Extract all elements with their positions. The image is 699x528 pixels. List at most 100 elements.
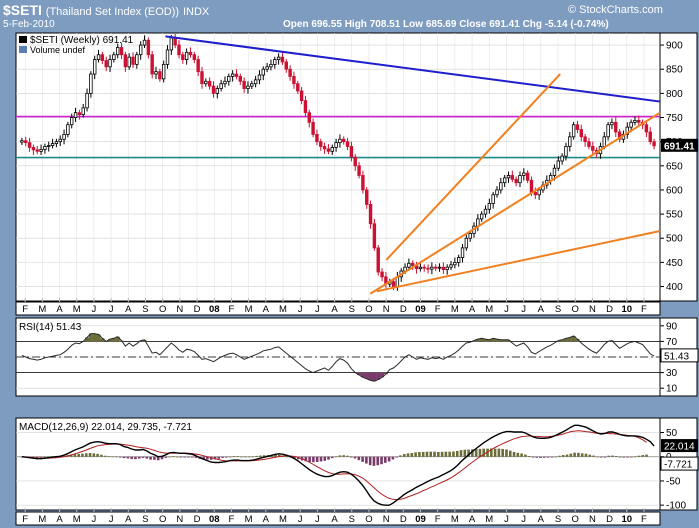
price-tick-label: 400 [666,282,683,293]
rsi-overbought-fill [575,339,580,342]
volume-legend-text: Volume undef [30,45,86,55]
price-candle-body [637,120,641,123]
macd-histogram-bar [376,456,380,466]
macd-histogram-bar [618,456,622,458]
price-candle-body [296,83,300,92]
macd-histogram-bar [92,453,96,457]
macd-histogram-bar [463,449,467,457]
rsi-tick-label: 70 [666,337,678,348]
macd-month-label: A [56,514,63,525]
price-candle-body [27,142,32,148]
macd-histogram-bar [225,456,228,458]
macd-histogram-bar [145,456,149,459]
macd-histogram-bar [156,456,160,461]
price-tick-label: 800 [666,89,683,100]
macd-histogram-bar [543,456,546,458]
macd-histogram-bar [141,456,145,458]
price-candle-body [35,149,39,152]
price-tick-label: 850 [666,65,683,76]
macd-histogram-bar [384,456,387,463]
price-month-label: J [504,304,509,315]
rsi-overbought-fill [88,333,93,342]
macd-histogram-bar [357,456,361,461]
price-candle-body [391,281,396,287]
price-candle-body [342,138,346,143]
price-candle-body [299,90,304,102]
rsi-overbought-fill [96,334,101,342]
price-candle-body [491,194,495,204]
macd-histogram-bar [202,456,205,460]
price-month-label: D [194,304,201,315]
macd-histogram-bar [137,456,141,459]
price-candle-body [334,142,338,148]
rsi-overbought-fill [563,338,568,342]
price-badge-bg [661,138,698,152]
price-candle-body [135,54,139,65]
macd-histogram-bar [213,456,217,460]
price-candle-body [319,141,323,147]
rsi-oversold-fill [376,372,381,380]
macd-month-label: D [194,514,201,525]
price-candle-body [261,68,265,76]
macd-histogram-bar [134,456,137,460]
macd-histogram-bar [338,455,342,457]
rsi-oversold-fill [360,372,365,378]
price-candle-body [43,146,47,150]
price-tick-label: 750 [666,113,683,124]
price-candle-body [169,37,174,51]
macd-histogram-bar [645,454,648,457]
rsi-overbought-fill [560,339,565,342]
macd-histogram-bar [554,456,557,458]
price-month-label: M [451,304,459,315]
price-candle-body [456,257,461,263]
price-candle-body [376,247,380,273]
rsi-tick-label: 90 [666,321,678,332]
price-candle-body [330,147,334,152]
price-candle-body [89,73,93,94]
macd-histogram-bar [262,455,266,457]
macd-histogram-bar [232,456,236,458]
price-candle-body [411,262,415,267]
macd-histogram-bar [448,451,451,457]
price-candle-body [161,63,166,80]
rsi-overbought-fill [498,339,503,342]
rsi-line [21,333,655,382]
price-candle-body [215,88,220,94]
macd-month-label: J [92,514,97,525]
macd-histogram-bar [440,451,444,457]
price-month-label: D [606,304,613,315]
macd-histogram-bar [304,456,308,462]
price-candle-body [564,146,568,157]
price-candle-body [131,56,135,65]
rsi-overbought-fill [100,338,105,342]
macd-histogram-bar [588,454,592,457]
price-candle-body [529,179,534,193]
macd-month-label: O [159,514,166,525]
price-candle-body [353,156,357,167]
quote-summary: Open 696.55 High 708.51 Low 685.69 Close… [283,19,609,30]
macd-month-label: A [125,514,132,525]
macd-histogram-bar [561,455,565,457]
price-tick-label: 500 [666,234,683,245]
price-candle-body [514,178,518,184]
price-candle-body [70,117,74,126]
price-month-label: A [469,304,476,315]
price-month-label: F [229,304,235,315]
price-month-label: J [521,304,526,315]
macd-tick-label: -100 [666,501,686,512]
macd-histogram-bar [365,456,368,464]
macd-histogram-bar [69,454,73,457]
price-candle-body [234,73,239,77]
price-candle-body [445,266,449,271]
price-month-label: O [572,304,579,315]
date-label: 5-Feb-2010 [3,19,55,30]
macd-histogram-bar [520,453,523,457]
macd-histogram-bar [183,456,186,458]
macd-histogram-bar [380,456,383,465]
price-candle-body [265,66,269,70]
macd-histogram-bar [217,456,221,459]
macd-histogram-bar [293,456,296,459]
macd-histogram-bar [84,453,88,457]
macd-histogram-bar [206,456,209,460]
macd-histogram-bar [482,448,486,457]
